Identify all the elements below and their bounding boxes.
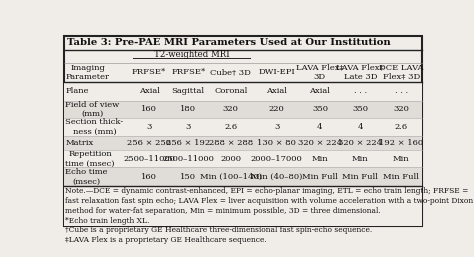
Text: LAVA Flex‡
3D: LAVA Flex‡ 3D (296, 64, 344, 81)
Bar (64, 136, 422, 150)
Text: 350: 350 (352, 105, 368, 113)
Text: 2.6: 2.6 (395, 123, 408, 131)
Text: 320 × 224: 320 × 224 (338, 139, 383, 147)
Text: Axial: Axial (266, 87, 287, 95)
Text: Echo time
(msec): Echo time (msec) (65, 168, 108, 186)
Text: Imaging
Parameter: Imaging Parameter (65, 64, 109, 81)
Text: Min Full: Min Full (383, 173, 419, 181)
Text: 2000–17000: 2000–17000 (251, 155, 302, 163)
Text: LAVA Flex‡
Late 3D: LAVA Flex‡ Late 3D (337, 64, 384, 81)
Text: 2000: 2000 (220, 155, 241, 163)
Text: 160: 160 (141, 173, 157, 181)
Text: . . .: . . . (354, 87, 367, 95)
Text: 220: 220 (269, 105, 284, 113)
Bar (64, 101, 422, 118)
Text: T2-weighted MRI: T2-weighted MRI (154, 50, 229, 59)
Text: Min: Min (393, 155, 410, 163)
Text: 160: 160 (141, 105, 157, 113)
Text: Note.—DCE = dynamic contrast-enhanced, EPI = echo-planar imaging, ETL = echo tra: Note.—DCE = dynamic contrast-enhanced, E… (65, 187, 474, 244)
Text: Plane: Plane (65, 87, 89, 95)
Text: Min: Min (311, 155, 328, 163)
Text: Cube† 3D: Cube† 3D (210, 68, 251, 76)
Text: 256 × 256: 256 × 256 (127, 139, 171, 147)
Text: Coronal: Coronal (214, 87, 247, 95)
Bar (64, 118, 422, 136)
Text: Axial: Axial (138, 87, 160, 95)
Text: . . .: . . . (395, 87, 408, 95)
Text: 4: 4 (317, 123, 323, 131)
Text: Min Full: Min Full (302, 173, 338, 181)
Text: Repetition
time (msec): Repetition time (msec) (65, 150, 115, 167)
Text: 350: 350 (312, 105, 328, 113)
Text: 2500–11000: 2500–11000 (162, 155, 214, 163)
Bar (64, 82, 422, 101)
Text: 192 × 160: 192 × 160 (379, 139, 423, 147)
Text: 2500–11000: 2500–11000 (123, 155, 175, 163)
Text: Section thick-
ness (mm): Section thick- ness (mm) (65, 118, 124, 135)
Text: Axial: Axial (310, 87, 330, 95)
Text: DCE LAVA
Flex‡ 3D: DCE LAVA Flex‡ 3D (379, 64, 424, 81)
Text: 3: 3 (186, 123, 191, 131)
Text: 3: 3 (274, 123, 280, 131)
Text: FRFSE*: FRFSE* (171, 68, 205, 76)
Text: 320: 320 (223, 105, 239, 113)
Text: Field of view
(mm): Field of view (mm) (65, 101, 120, 118)
Text: Min: Min (352, 155, 369, 163)
Text: 320 × 224: 320 × 224 (298, 139, 342, 147)
Bar (64, 150, 422, 167)
Text: 256 × 192: 256 × 192 (166, 139, 210, 147)
Text: FRFSE*: FRFSE* (132, 68, 166, 76)
Text: 3: 3 (146, 123, 152, 131)
Text: DWI-EPI: DWI-EPI (258, 68, 295, 76)
Text: 180: 180 (180, 105, 196, 113)
Text: 150: 150 (180, 173, 196, 181)
Text: Table 3: Pre-PAE MRI Parameters Used at Our Institution: Table 3: Pre-PAE MRI Parameters Used at … (66, 39, 391, 48)
Text: 130 × 80: 130 × 80 (257, 139, 296, 147)
Text: 288 × 288: 288 × 288 (209, 139, 253, 147)
Text: Matrix: Matrix (65, 139, 94, 147)
Bar (64, 167, 422, 186)
Text: 4: 4 (357, 123, 363, 131)
Text: Min (40–80): Min (40–80) (251, 173, 302, 181)
Text: Min Full: Min Full (342, 173, 378, 181)
Text: 2.6: 2.6 (224, 123, 237, 131)
Text: 320: 320 (393, 105, 409, 113)
Text: Sagittal: Sagittal (172, 87, 205, 95)
Text: Min (100–140): Min (100–140) (200, 173, 262, 181)
Bar (64, 186, 422, 226)
